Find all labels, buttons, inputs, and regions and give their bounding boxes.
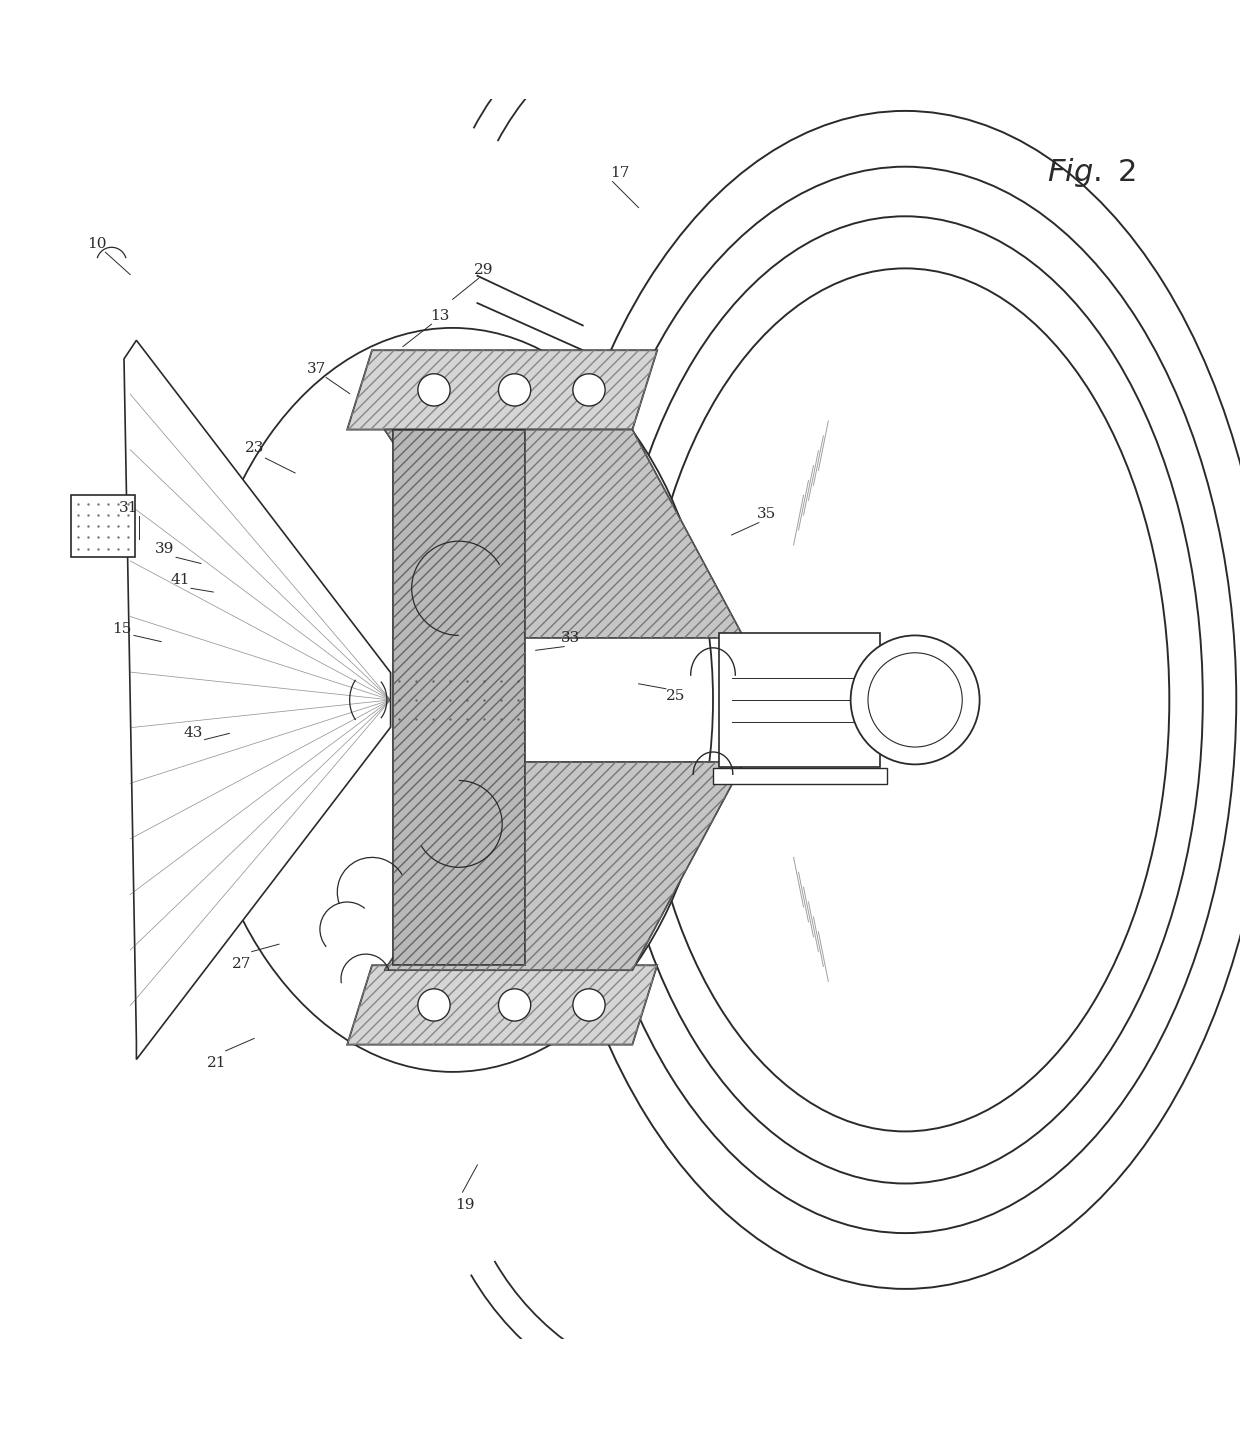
Circle shape <box>868 652 962 747</box>
Circle shape <box>498 374 531 407</box>
Polygon shape <box>347 966 657 1045</box>
Polygon shape <box>719 632 880 767</box>
Text: 13: 13 <box>430 309 450 322</box>
Circle shape <box>573 374 605 407</box>
Text: 41: 41 <box>170 572 190 586</box>
Circle shape <box>418 374 450 407</box>
Ellipse shape <box>192 328 713 1072</box>
Text: 15: 15 <box>112 622 131 637</box>
Text: 19: 19 <box>455 1197 475 1211</box>
Text: 37: 37 <box>306 362 326 376</box>
Text: 39: 39 <box>155 542 175 556</box>
Text: 10: 10 <box>87 237 107 250</box>
Circle shape <box>418 989 450 1022</box>
Circle shape <box>573 989 605 1022</box>
Polygon shape <box>124 341 391 1059</box>
Text: 33: 33 <box>560 631 580 645</box>
Polygon shape <box>384 762 744 970</box>
Text: 29: 29 <box>474 263 494 276</box>
Polygon shape <box>384 430 744 638</box>
Text: 27: 27 <box>232 957 252 971</box>
Text: $\mathit{Fig.}\ \mathit{2}$: $\mathit{Fig.}\ \mathit{2}$ <box>1047 157 1136 190</box>
Text: 23: 23 <box>244 441 264 456</box>
Polygon shape <box>71 496 135 558</box>
Text: 31: 31 <box>119 500 139 514</box>
Text: 25: 25 <box>666 690 686 703</box>
Ellipse shape <box>676 322 1135 1078</box>
Polygon shape <box>713 769 887 785</box>
Polygon shape <box>393 430 525 966</box>
Text: 43: 43 <box>184 726 203 740</box>
Text: 17: 17 <box>610 165 630 180</box>
Polygon shape <box>347 351 657 430</box>
Circle shape <box>498 989 531 1022</box>
Text: 21: 21 <box>207 1056 227 1071</box>
Text: 35: 35 <box>756 507 776 520</box>
Circle shape <box>851 635 980 764</box>
